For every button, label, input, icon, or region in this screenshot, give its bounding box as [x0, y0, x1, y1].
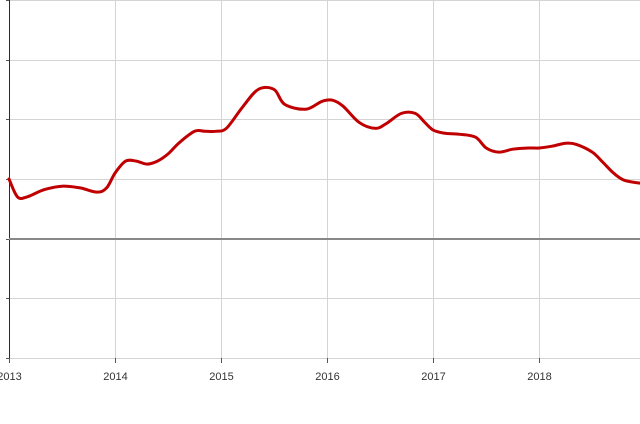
series-layer	[7, 85, 640, 201]
x-tick-label: 2013	[0, 371, 22, 383]
tick-labels: 2013 2014 2015 2016 2017 2018	[0, 371, 552, 383]
series-line	[7, 85, 640, 201]
x-tick-label: 2014	[103, 371, 127, 383]
x-tick-label: 2018	[527, 371, 551, 383]
x-tick-label: 2017	[421, 371, 445, 383]
x-tick-label: 2016	[315, 371, 339, 383]
axis-layer	[6, 0, 640, 363]
grid-layer	[9, 0, 640, 359]
x-tick-label: 2015	[209, 371, 233, 383]
